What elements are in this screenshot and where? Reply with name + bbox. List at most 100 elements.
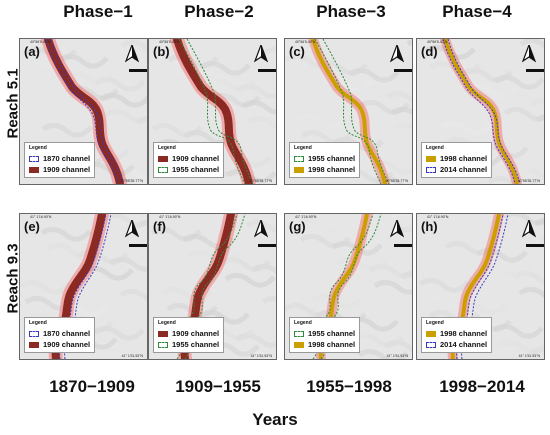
map-legend: Legend 1998 channel 2014 channel [421, 317, 493, 353]
panel-letter: (c) [289, 44, 305, 59]
phase-title-4: Phase−4 [442, 2, 512, 21]
legend-item: 1955 channel [158, 339, 219, 350]
legend-item: 1998 channel [294, 339, 355, 350]
legend-swatch [426, 155, 436, 162]
panel-letter: (b) [153, 44, 170, 59]
legend-label: 2014 channel [440, 340, 488, 349]
period-label-2: 1909−1955 [175, 377, 261, 396]
legend-item: 1870 channel [29, 328, 90, 339]
legend-item: 1870 channel [29, 153, 90, 164]
legend-swatch [29, 330, 39, 337]
legend-title: Legend [29, 145, 47, 151]
coord-bottom: 41° 1'51.53"N [518, 354, 540, 358]
legend-swatch [158, 341, 168, 348]
legend-label: 1870 channel [43, 154, 91, 163]
coord-top: 40°56'5.43"N [159, 40, 180, 44]
legend-swatch [294, 155, 304, 162]
legend-item: 2014 channel [426, 339, 487, 350]
legend-label: 1909 channel [172, 329, 220, 338]
legend-label: 1998 channel [440, 154, 488, 163]
channel-dashed [312, 214, 374, 359]
legend-title: Legend [294, 145, 312, 151]
legend-swatch [426, 341, 436, 348]
legend-item: 1955 channel [294, 153, 355, 164]
coord-bottom: 40°55'35.77"N [120, 179, 143, 183]
map-legend: Legend 1998 channel 2014 channel [421, 142, 493, 178]
channel-solid [311, 39, 387, 184]
channel-dashed [178, 39, 246, 184]
legend-swatch [29, 155, 39, 162]
legend-label: 1870 channel [43, 329, 91, 338]
legend-swatch [158, 166, 168, 173]
channel-dashed-bank [50, 39, 124, 184]
legend-label: 1998 channel [308, 165, 356, 174]
map-panel-a: (a)40°56'5.43"N40°55'35.77"N18°50'56.95"… [19, 38, 148, 185]
coord-top: 41° 1'16.90"N [159, 215, 181, 219]
legend-item: 1909 channel [29, 339, 90, 350]
legend-label: 1955 channel [172, 340, 220, 349]
coord-top: 41° 1'16.90"N [427, 215, 449, 219]
panel-letter: (d) [421, 44, 438, 59]
map-legend: Legend 1870 channel 1909 channel [24, 317, 96, 353]
coord-bottom: 40°55'35.77"N [385, 179, 408, 183]
legend-label: 1909 channel [172, 154, 220, 163]
legend-label: 1909 channel [43, 340, 91, 349]
map-panel-b: (b)40°56'5.43"N40°55'35.77"N18°50'56.95"… [148, 38, 277, 185]
channel-dashed [45, 39, 119, 184]
panel-letter: (f) [153, 219, 166, 234]
legend-label: 1955 channel [172, 165, 220, 174]
x-axis-title: Years [252, 410, 298, 429]
legend-label: 1998 channel [440, 329, 488, 338]
channel-dashed [442, 39, 516, 184]
map-legend: Legend 1909 channel 1955 channel [153, 142, 225, 178]
channel-dashed-bank [447, 39, 521, 184]
map-legend: Legend 1870 channel 1909 channel [24, 142, 96, 178]
legend-item: 1955 channel [158, 164, 219, 175]
legend-title: Legend [158, 145, 176, 151]
legend-label: 1998 channel [308, 340, 356, 349]
legend-swatch [29, 341, 39, 348]
coord-top: 40°56'5.43"N [30, 40, 51, 44]
legend-label: 1955 channel [308, 329, 356, 338]
legend-label: 1909 channel [43, 165, 91, 174]
channel-solid [443, 39, 519, 184]
phase-title-3: Phase−3 [316, 2, 386, 21]
channel-dashed-bank [184, 214, 246, 359]
legend-swatch [158, 330, 168, 337]
legend-label: 2014 channel [440, 165, 488, 174]
period-label-4: 1998−2014 [439, 377, 525, 396]
map-panel-f: (f)41° 1'16.90"N41° 1'51.53"N18°51'53.27… [148, 213, 277, 360]
phase-title-1: Phase−1 [63, 2, 133, 21]
map-legend: Legend 1909 channel 1955 channel [153, 317, 225, 353]
legend-swatch [294, 330, 304, 337]
legend-title: Legend [158, 320, 176, 326]
panel-letter: (e) [24, 219, 40, 234]
panel-letter: (g) [289, 219, 306, 234]
coord-bottom: 41° 1'51.53"N [386, 354, 408, 358]
panel-letter: (a) [24, 44, 40, 59]
channel-dashed-bank [322, 39, 390, 184]
legend-item: 1998 channel [426, 153, 487, 164]
map-panel-e: (e)41° 1'16.90"N41° 1'51.53"N18°51'53.27… [19, 213, 148, 360]
legend-item: 1909 channel [158, 153, 219, 164]
map-legend: Legend 1955 channel 1998 channel [289, 317, 361, 353]
legend-swatch [158, 155, 168, 162]
map-panel-h: (h)41° 1'16.90"N41° 1'51.53"N18°51'53.27… [416, 213, 545, 360]
legend-swatch [426, 166, 436, 173]
legend-item: 1909 channel [158, 328, 219, 339]
legend-item: 2014 channel [426, 164, 487, 175]
coord-top: 41° 1'16.90"N [30, 215, 52, 219]
period-label-3: 1955−1998 [306, 377, 392, 396]
legend-swatch [294, 341, 304, 348]
legend-title: Legend [294, 320, 312, 326]
map-legend: Legend 1955 channel 1998 channel [289, 142, 361, 178]
channel-solid [173, 39, 253, 184]
coord-bottom: 40°55'35.77"N [517, 179, 540, 183]
channel-dashed [176, 214, 238, 359]
coord-top: 40°56'5.43"N [295, 40, 316, 44]
legend-item: 1909 channel [29, 164, 90, 175]
legend-title: Legend [29, 320, 47, 326]
coord-bottom: 41° 1'51.53"N [121, 354, 143, 358]
coord-top: 41° 1'16.90"N [295, 215, 317, 219]
legend-swatch [29, 166, 39, 173]
